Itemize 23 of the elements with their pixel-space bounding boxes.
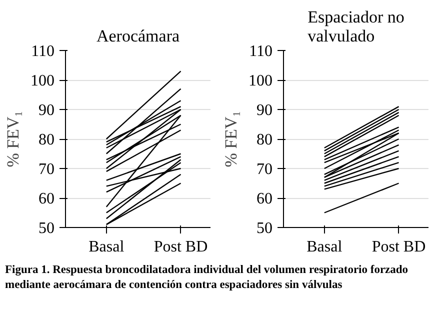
y-tick-label: 60 xyxy=(38,190,54,208)
x-tick-label: Basal xyxy=(88,238,125,256)
text: Figura 1. Respuesta broncodilatadora individual del volumen respiratorio forzado mediante aerocámara de contención contra espaciadores sin válvulas xyxy=(5,263,410,293)
y-axis-title: % FEV₁ xyxy=(4,110,22,168)
x-tick-label: Post BD xyxy=(372,238,426,256)
y-tick-label: 110 xyxy=(249,43,272,60)
y-tick-label: 50 xyxy=(256,220,272,237)
y-tick-label: 100 xyxy=(248,72,272,90)
y-tick-label: 90 xyxy=(256,102,272,119)
y-tick-label: 70 xyxy=(38,161,54,178)
y-tick-label: 50 xyxy=(38,220,54,237)
y-tick-label: 80 xyxy=(38,132,54,148)
y-tick-label: 110 xyxy=(31,43,54,60)
x-tick-label: Post BD xyxy=(154,238,208,256)
y-tick-label: 70 xyxy=(256,161,272,178)
chart-title: Espaciador no valvulado xyxy=(308,8,404,46)
y-axis-title: % FEV₁ xyxy=(222,110,240,168)
y-tick-label: 60 xyxy=(256,190,272,208)
y-tick-label: 80 xyxy=(256,132,272,148)
y-tick-label: 90 xyxy=(38,102,54,119)
y-tick-label: 100 xyxy=(30,72,54,90)
chart-title: Aerocámara xyxy=(96,26,180,46)
x-tick-label: Basal xyxy=(306,238,343,256)
